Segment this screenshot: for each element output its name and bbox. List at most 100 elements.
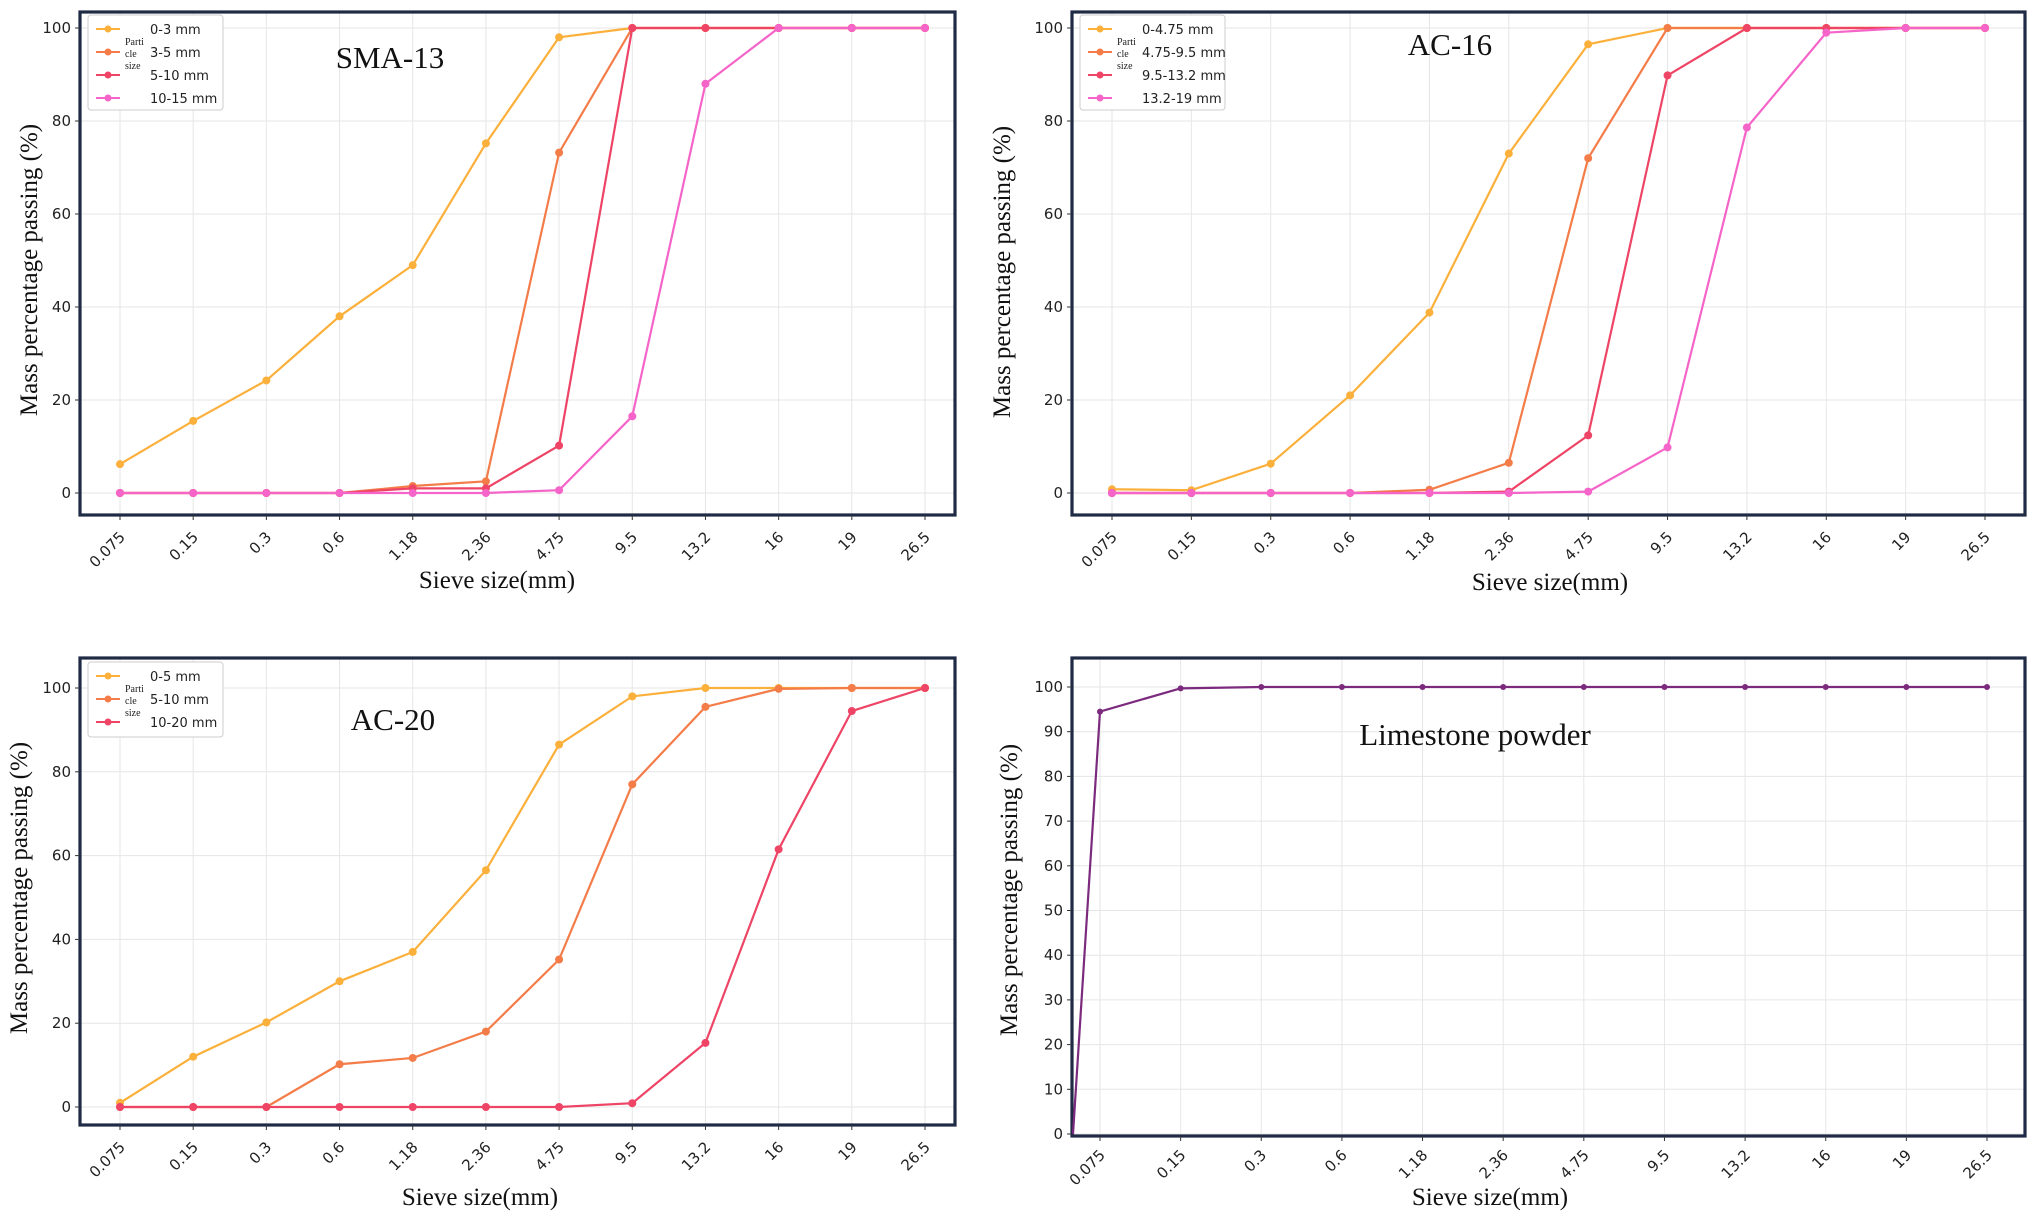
y-tick-label: 60	[1044, 205, 1063, 223]
y-tick-label: 20	[52, 391, 71, 409]
legend-side-label: cle	[125, 49, 137, 60]
grid-lines	[80, 12, 955, 515]
legend-label: 3-5 mm	[150, 46, 201, 61]
x-axis: 0.075 0.15 0.3 0.6 1.18 2.36 4.75 9.5 13.2 16 19 26…	[86, 1125, 934, 1181]
data-point	[1822, 684, 1829, 690]
x-tick-label: 0.15	[1164, 528, 1200, 564]
chart-svg-limestone: 0 10 20 30 40 50 60 70 80 90 100 0.075 0.15 0.3 0.6 1.1…	[996, 656, 2027, 1211]
series-series-0	[1071, 684, 1990, 1135]
y-tick-label: 20	[1044, 391, 1063, 409]
data-point	[1580, 684, 1587, 690]
data-point	[774, 684, 783, 693]
plot-frame	[78, 10, 957, 517]
series-line	[119, 26, 925, 466]
data-point	[1903, 684, 1910, 690]
x-tick-label: 19	[834, 528, 860, 554]
data-point	[1742, 684, 1749, 690]
data-point	[189, 489, 198, 497]
data-point	[1742, 123, 1751, 132]
y-tick-label: 0	[61, 1098, 71, 1116]
legend-swatch-marker	[104, 71, 112, 79]
chart-title: AC-20	[351, 702, 435, 737]
legend-side-label: Parti	[1117, 37, 1136, 48]
data-point	[481, 139, 490, 148]
data-point	[335, 977, 344, 986]
y-axis: 0 20 40 60 80 100	[42, 19, 80, 502]
legend-swatch-marker	[1096, 48, 1104, 56]
data-point	[262, 1103, 271, 1111]
y-tick-label: 60	[52, 205, 71, 223]
y-axis: 0 20 40 60 80 100	[1034, 19, 1072, 502]
legend-side-label: cle	[125, 696, 137, 707]
data-point	[481, 1103, 490, 1111]
data-point	[481, 489, 490, 497]
data-point	[1663, 24, 1672, 32]
data-point	[1108, 489, 1116, 497]
legend-label: 0-4.75 mm	[1142, 23, 1213, 38]
x-tick-label: 16	[1808, 1146, 1834, 1172]
x-tick-label: 13.2	[1718, 1146, 1754, 1182]
series-line	[120, 26, 925, 495]
data-point	[921, 24, 929, 32]
legend-side-label: size	[125, 61, 141, 72]
data-point	[555, 1103, 564, 1111]
series-0-4-75-mm	[1108, 24, 1989, 495]
legend-side-label: cle	[1117, 49, 1129, 60]
legend-label: 5-10 mm	[150, 693, 209, 708]
chart-title: SMA-13	[336, 40, 445, 75]
chart-svg-ac20: 0 20 40 60 80 100 0.075 0.15 0.3 0.6 1.18 2.36 4.75 9…	[6, 656, 957, 1211]
x-tick-label: 9.5	[1647, 528, 1677, 558]
data-point	[262, 1018, 271, 1027]
data-point	[1346, 391, 1355, 400]
data-point	[1663, 71, 1672, 80]
legend-swatch-marker	[104, 94, 112, 102]
x-tick-label: 16	[761, 528, 787, 554]
x-tick-label: 0.6	[319, 528, 349, 558]
x-tick-label: 2.36	[1476, 1146, 1512, 1182]
legend-label: 9.5-13.2 mm	[1142, 69, 1226, 84]
data-point	[1584, 487, 1593, 496]
data-point	[847, 707, 856, 716]
x-tick-label: 1.18	[1395, 1146, 1431, 1182]
x-tick-label: 9.5	[612, 528, 642, 558]
data-point	[1663, 443, 1672, 452]
legend-swatch-marker	[104, 48, 112, 56]
legend-box	[87, 661, 224, 738]
series-10-15-mm	[116, 24, 929, 497]
data-point	[1584, 431, 1593, 440]
x-tick-label: 26.5	[1957, 528, 1993, 564]
series-line	[119, 686, 925, 1104]
data-point	[847, 684, 856, 692]
y-tick-label: 70	[1044, 812, 1063, 830]
x-tick-label: 13.2	[1719, 528, 1755, 564]
series-5-10-mm	[116, 24, 929, 497]
data-point	[701, 684, 710, 692]
data-point	[481, 1027, 490, 1036]
y-tick-label: 0	[61, 484, 71, 502]
grid-lines	[1072, 12, 2025, 515]
chart-svg-ac16: 0 20 40 60 80 100 0.075 0.15 0.3 0.6 1.18 2.36 4.75 9…	[989, 10, 2027, 596]
series-4-75-9-5-mm	[1108, 24, 1989, 497]
legend-box	[1079, 14, 1226, 111]
data-point	[1901, 24, 1910, 32]
y-tick-label: 60	[52, 847, 71, 865]
data-point	[1425, 308, 1434, 317]
data-point	[1584, 154, 1593, 163]
data-point	[628, 692, 637, 701]
chart-title: AC-16	[1408, 27, 1492, 62]
data-point	[116, 460, 124, 469]
x-tick-label: 0.3	[246, 1138, 276, 1168]
x-tick-label: 19	[1888, 528, 1914, 554]
data-point	[1504, 458, 1513, 467]
data-point	[481, 866, 490, 875]
data-point	[1266, 489, 1275, 497]
data-point	[1742, 24, 1751, 32]
chart-svg-sma13: 0 20 40 60 80 100 0.075 0.15 0.3 0.6 1.18 2.36 4.75 9…	[16, 10, 957, 594]
series-10-20-mm	[116, 684, 929, 1111]
x-axis-label: Sieve size(mm)	[1412, 1184, 1568, 1211]
y-axis-label: Mass percentage passing (%)	[6, 742, 33, 1034]
x-axis: 0.075 0.15 0.3 0.6 1.18 2.36 4.75 9.5 13.2 16 19 26…	[1066, 1136, 1996, 1189]
y-tick-label: 80	[52, 763, 71, 781]
